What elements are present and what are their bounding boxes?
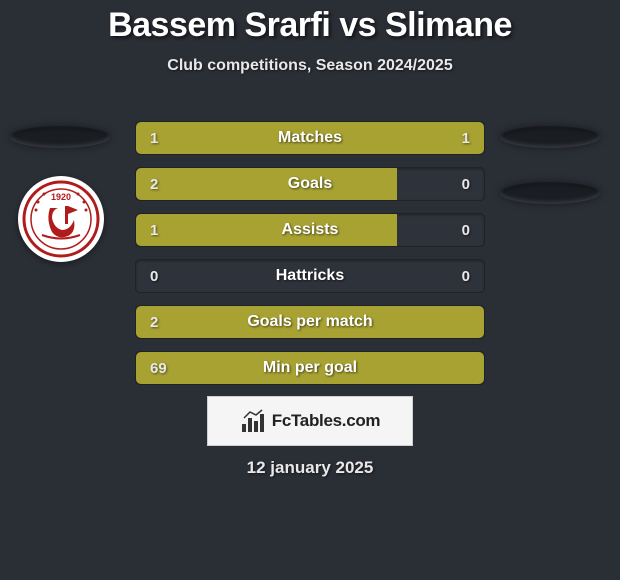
stat-value-left: 1 (150, 214, 158, 246)
player-placeholder-right-2 (500, 182, 600, 204)
stat-bar (136, 306, 484, 338)
svg-text:1920: 1920 (51, 192, 71, 202)
stat-value-right: 0 (462, 260, 470, 292)
stat-bar-left (136, 168, 397, 200)
player-placeholder-left (10, 126, 110, 148)
stat-row: 69Min per goal (135, 351, 485, 385)
stat-bar-left (136, 122, 310, 154)
stat-row: 0 0Hattricks (135, 259, 485, 293)
stat-bar-left (136, 214, 397, 246)
stat-value-right: 1 (462, 122, 470, 154)
stat-value-right: 0 (462, 168, 470, 200)
chart-icon (240, 408, 266, 434)
stat-value-left: 2 (150, 168, 158, 200)
stat-row: 10Assists (135, 213, 485, 247)
club-badge-icon: 1920 (22, 180, 100, 258)
stat-value-left: 1 (150, 122, 158, 154)
stat-value-left: 0 (150, 260, 158, 292)
page-title: Bassem Srarfi vs Slimane (0, 0, 620, 45)
stat-bar (136, 352, 484, 384)
stat-value-right: 0 (462, 214, 470, 246)
page-subtitle: Club competitions, Season 2024/2025 (0, 57, 620, 75)
stat-label: Hattricks (136, 260, 484, 292)
stat-value-left: 2 (150, 306, 158, 338)
date-text: 12 january 2025 (0, 458, 620, 478)
stat-row: 20Goals (135, 167, 485, 201)
stat-value-left: 69 (150, 352, 167, 384)
stat-row: 11Matches (135, 121, 485, 155)
stat-bar-right (310, 122, 484, 154)
stat-row: 2Goals per match (135, 305, 485, 339)
player-placeholder-right-1 (500, 126, 600, 148)
club-badge: 1920 (18, 176, 104, 262)
fctables-logo: FcTables.com (207, 396, 413, 446)
logo-text: FcTables.com (272, 411, 381, 431)
stats-container: 11Matches20Goals10Assists00Hattricks2Goa… (135, 121, 485, 397)
